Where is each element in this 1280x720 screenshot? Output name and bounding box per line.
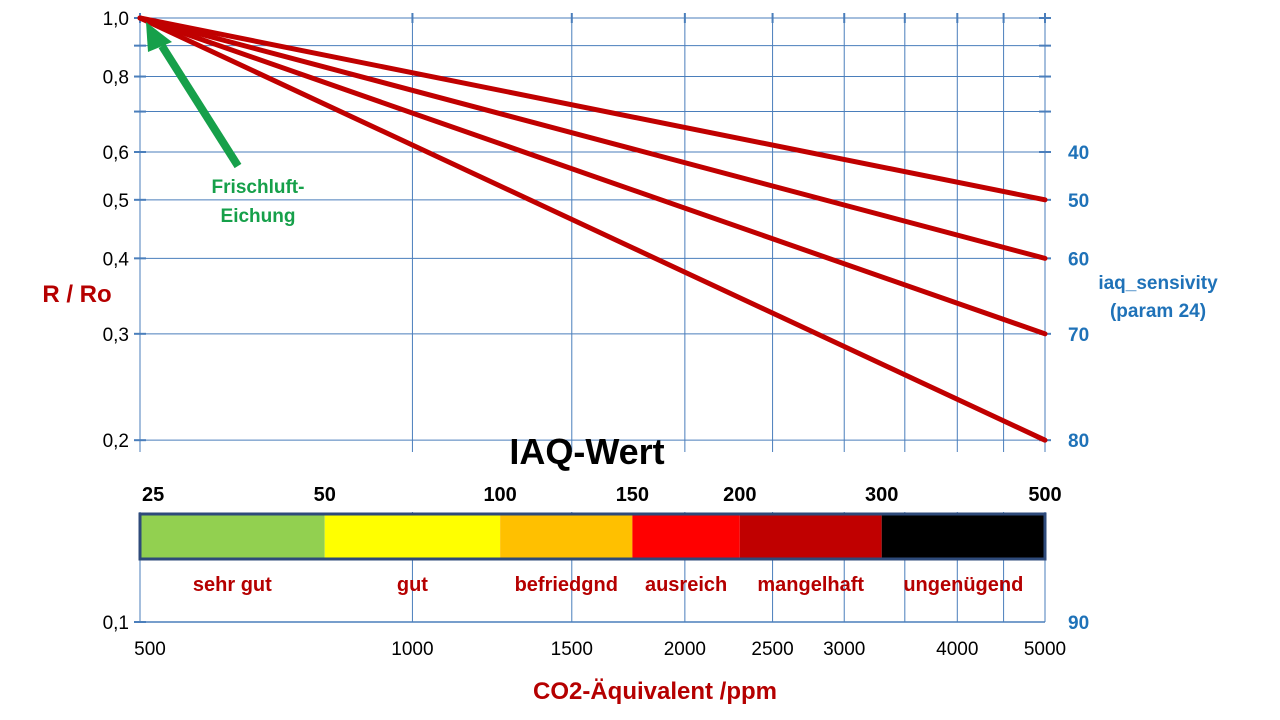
iaq-band-3	[632, 514, 740, 559]
iaq-band-2	[500, 514, 633, 559]
frischluft-arrow-head	[146, 22, 172, 52]
right-tick-label: 80	[1068, 431, 1089, 452]
x-tick-label: 5000	[1024, 639, 1066, 660]
x-tick-label: 3000	[823, 639, 865, 660]
x-tick-label: 2000	[664, 639, 706, 660]
iaq-title-backdrop	[136, 452, 1053, 512]
iaq-title: IAQ-Wert	[509, 431, 664, 472]
series-line-3	[137, 15, 1048, 443]
annotation-line-1: Frischluft-	[212, 177, 305, 198]
iaq-rating-label: mangelhaft	[757, 574, 864, 596]
axis-ticks: 1,00,80,60,50,40,30,20,1500 1000 1500 2000 2…	[103, 9, 1090, 660]
iaq-rating-label: sehr gut	[193, 574, 272, 596]
right-tick-label: 90	[1068, 613, 1089, 634]
iaq-tick-label: 100	[483, 484, 516, 506]
iaq-rating-label: ungenügend	[903, 574, 1023, 596]
annotation: Frischluft- Eichung	[146, 22, 304, 227]
iaq-rating-label: befriedgnd	[515, 574, 618, 596]
series-lines	[137, 15, 1048, 443]
y-tick-label: 0,8	[103, 68, 129, 89]
y-tick-label: 0,4	[103, 249, 130, 270]
y-tick-label: 0,3	[103, 325, 129, 346]
right-axis-title-line-1: iaq_sensivity	[1098, 273, 1218, 294]
x-tick-label: 500	[134, 639, 166, 660]
right-tick-label: 60	[1068, 249, 1089, 270]
series-line-0	[137, 15, 1048, 203]
iaq-rating-label: ausreich	[645, 574, 727, 596]
y-tick-label: 1,0	[103, 9, 129, 30]
iaq-band-0	[140, 514, 325, 559]
iaq-rating-label: gut	[397, 574, 428, 596]
iaq-tick-label: 200	[723, 484, 756, 506]
x-tick-label: 1500	[551, 639, 593, 660]
annotation-line-2: Eichung	[221, 206, 296, 227]
iaq-tick-label: 300	[865, 484, 898, 506]
right-tick-label: 70	[1068, 325, 1089, 346]
series-line-2	[137, 15, 1048, 337]
x-axis-title: CO2-Äquivalent /ppm	[533, 678, 777, 705]
iaq-scale: 25 50 100 150 200 300 500 sehr gut gut befriedgnd…	[136, 452, 1062, 596]
y-tick-label: 0,1	[103, 613, 129, 634]
x-tick-label: 1000	[391, 639, 433, 660]
iaq-band-4	[739, 514, 882, 559]
right-tick-label: 50	[1068, 191, 1089, 212]
frischluft-arrow	[158, 43, 242, 169]
y-tick-label: 0,2	[103, 431, 129, 452]
iaq-band-1	[324, 514, 501, 559]
iaq-band-5	[881, 514, 1045, 559]
x-tick-label: 4000	[936, 639, 978, 660]
series-line-1	[137, 15, 1048, 261]
iaq-scale-border	[138, 512, 1047, 561]
x-tick-label: 2500	[751, 639, 793, 660]
iaq-tick-label: 25	[142, 484, 164, 506]
iaq-tick-label: 500	[1028, 484, 1061, 506]
right-axis-title-line-2: (param 24)	[1110, 301, 1206, 322]
right-tick-label: 40	[1068, 143, 1089, 164]
iaq-tick-label: 50	[314, 484, 336, 506]
y-tick-label: 0,5	[103, 191, 129, 212]
y-axis-title: R / Ro	[42, 281, 111, 308]
iaq-tick-label: 150	[616, 484, 649, 506]
y-tick-label: 0,6	[103, 143, 129, 164]
